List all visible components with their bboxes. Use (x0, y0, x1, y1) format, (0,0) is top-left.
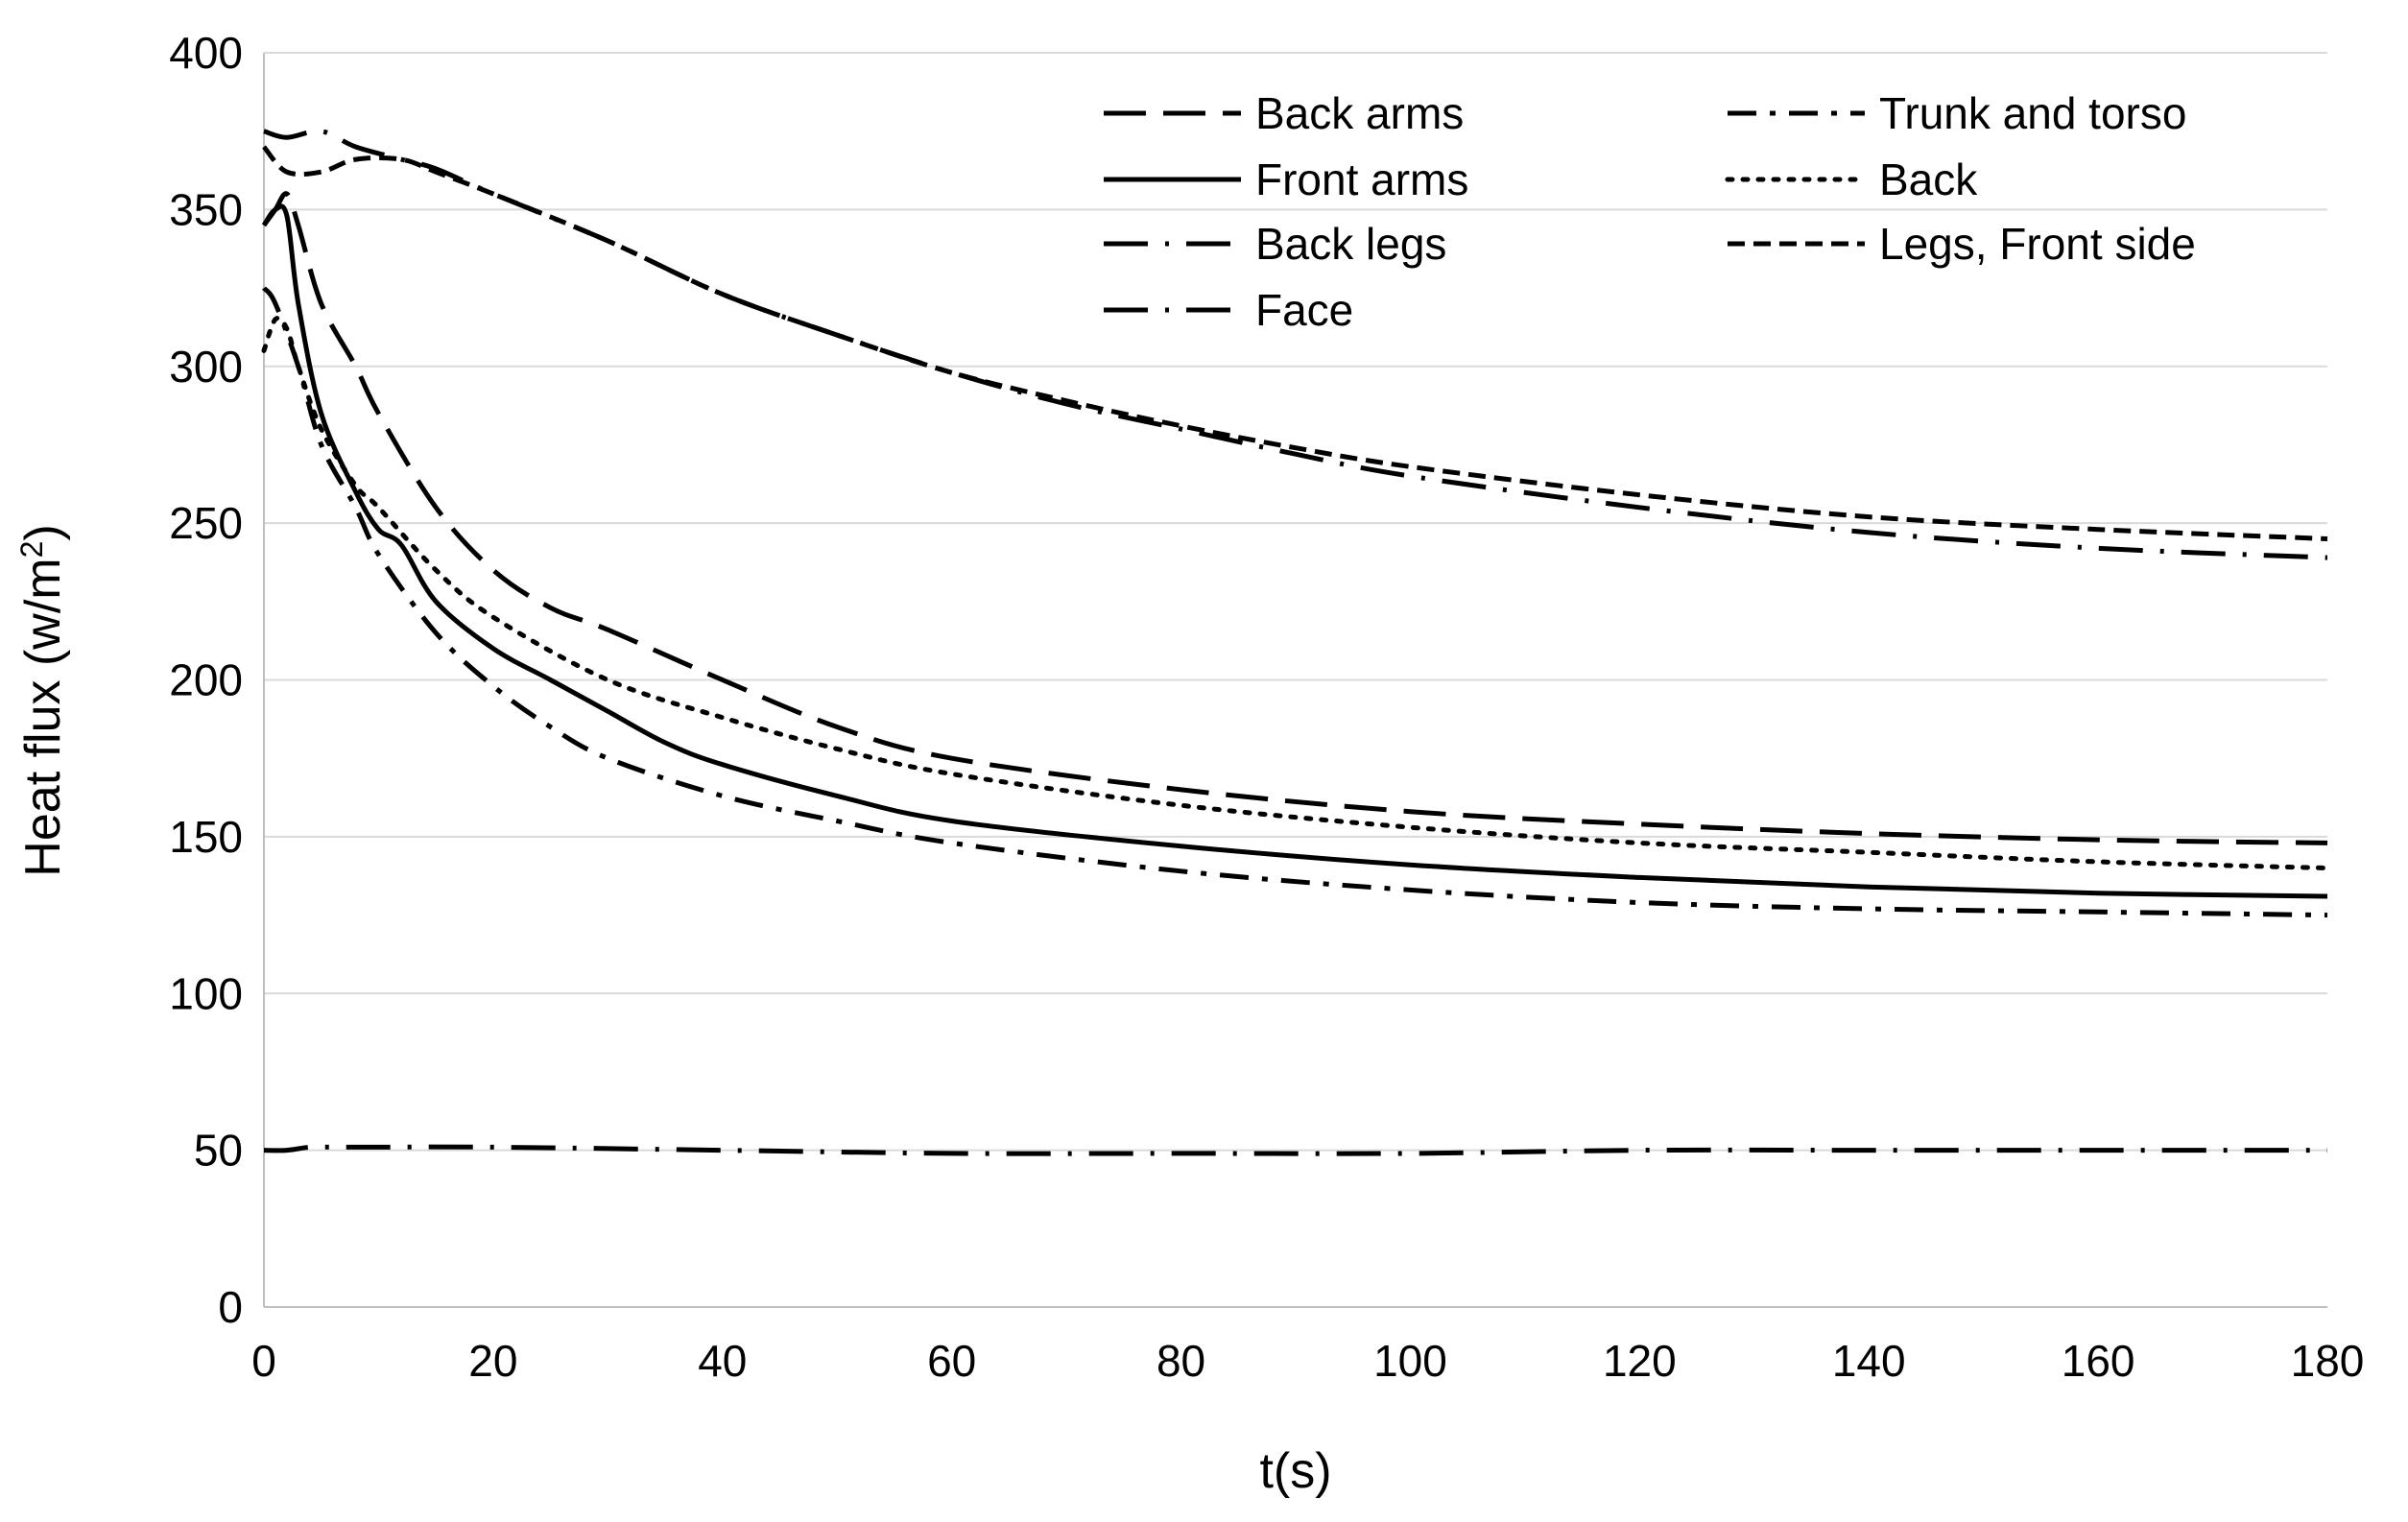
y-tick-label: 0 (218, 1282, 243, 1332)
y-tick-label: 100 (169, 968, 243, 1018)
y-tick-label: 50 (194, 1126, 243, 1176)
x-tick-label: 40 (698, 1336, 747, 1386)
legend-label-back-legs: Back legs (1255, 219, 1446, 269)
series-line-trunk-and-torso (261, 286, 2328, 918)
legend-label-trunk-and-torso: Trunk and torso (1879, 88, 2186, 138)
series-line-back-arms (261, 191, 2328, 845)
y-tick-label: 200 (169, 655, 243, 705)
gridlines (264, 52, 2327, 1152)
y-tick-label: 350 (169, 184, 243, 234)
legend-label-back: Back (1879, 155, 1978, 204)
series-line-back (261, 316, 2330, 870)
x-tick-label: 160 (2062, 1336, 2135, 1386)
series-line-legs-front-side (262, 145, 2328, 541)
y-tick-label: 250 (169, 498, 243, 548)
x-tick-label: 120 (1603, 1336, 1677, 1386)
y-axis-title-superscript: 2 (14, 541, 49, 559)
x-tick-label: 20 (468, 1336, 517, 1386)
y-tick-label: 150 (169, 812, 243, 862)
x-tick-label: 60 (927, 1336, 976, 1386)
y-tick-label: 300 (169, 342, 243, 392)
legend-label-face: Face (1255, 285, 1353, 335)
y-axis-title-base: Heat flux (w/m (15, 558, 71, 876)
axes: 0 50 100 150 200 250 300 350 400 0 20 40 60 80 100 120 1… (169, 28, 2364, 1386)
legend-label-back-arms: Back arms (1255, 88, 1464, 138)
y-axis-title-close: ) (15, 524, 71, 540)
x-tick-label: 100 (1373, 1336, 1447, 1386)
y-tick-label: 400 (169, 28, 243, 78)
y-axis-title: Heat flux (w/m2) (14, 524, 71, 876)
series-line-front-arms (261, 203, 2328, 899)
series-lines (261, 129, 2330, 1156)
legend-label-legs-front-side: Legs, Front side (1879, 219, 2196, 269)
x-axis-title: t(s) (1259, 1443, 1331, 1499)
legend-label-front-arms: Front arms (1255, 155, 1468, 204)
x-tick-label: 180 (2291, 1336, 2365, 1386)
legend: Back arms Front arms Back legs Face Trunk an… (1104, 88, 2196, 335)
x-tick-label: 140 (1832, 1336, 1906, 1386)
x-tick-label: 80 (1156, 1336, 1205, 1386)
x-tick-label: 0 (251, 1336, 276, 1386)
